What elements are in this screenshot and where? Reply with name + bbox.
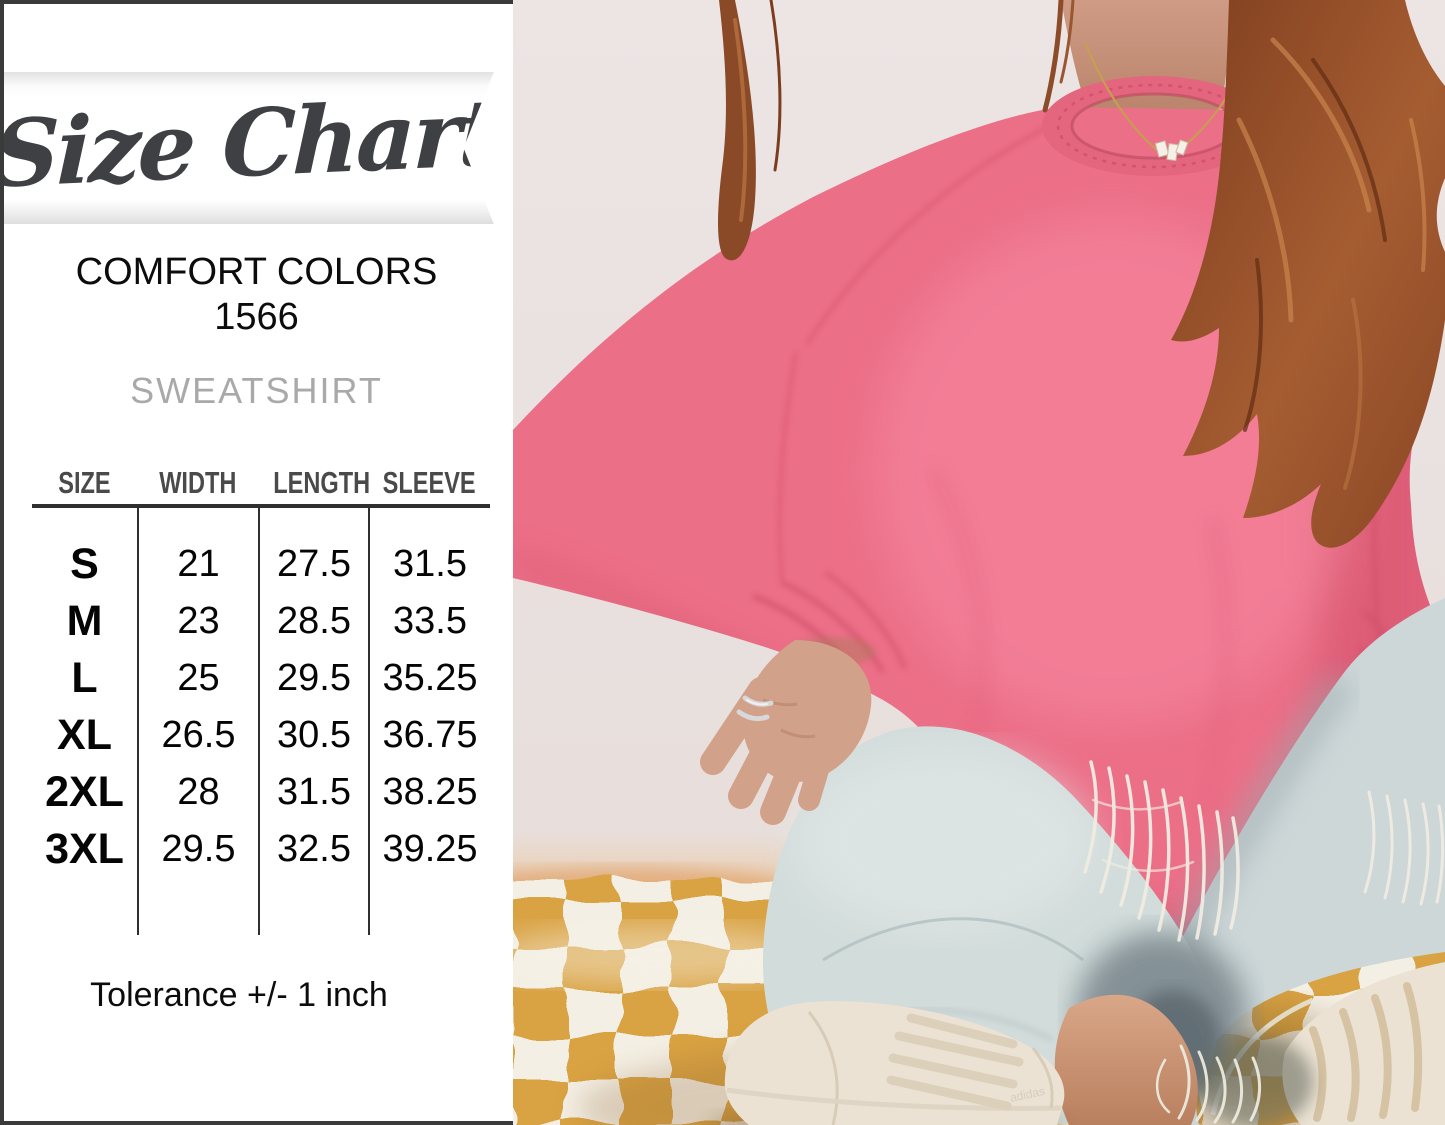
table-cell: 30.5: [258, 707, 368, 764]
table-cell: 23: [137, 593, 258, 650]
title-ribbon: Size Chart: [4, 72, 494, 224]
hem-under-shadow: [1197, 1036, 1313, 1125]
product-type-label: SWEATSHIRT: [130, 370, 383, 411]
brand-style-number: 1566: [214, 296, 299, 338]
table-cell: 2XL: [45, 768, 124, 816]
table-cell: 27.5: [258, 536, 368, 593]
spacer-cell: [368, 878, 490, 935]
denim-fringe-right: [1363, 790, 1445, 906]
brand-block: COMFORT COLORS 1566: [4, 250, 509, 340]
brand-name: COMFORT COLORS: [75, 251, 438, 293]
table-cell: 35.25: [368, 650, 490, 707]
product-photo: adidas: [438, 0, 1445, 1125]
page-title: Size Chart: [0, 78, 500, 209]
table-cell: 31.5: [258, 764, 368, 821]
knee-seam: [822, 917, 1084, 962]
model-ankle: [1054, 994, 1198, 1125]
table-cell: 25: [137, 650, 258, 707]
table-cell: 33.5: [368, 593, 490, 650]
table-cell: L: [71, 654, 98, 702]
spacer-cell: [258, 878, 368, 935]
silver-rings: [736, 695, 774, 722]
table-cell: 28: [137, 764, 258, 821]
size-chart-panel: Size Chart COMFORT COLORS 1566 SWEATSHIR…: [0, 0, 513, 1125]
jeans-far-leg-shadow: [1167, 671, 1356, 955]
knee-highlight: [793, 750, 1093, 930]
table-cell: 32.5: [258, 821, 368, 878]
spacer-cell: [32, 878, 137, 935]
denim-fringe-ankle: [1156, 1044, 1262, 1124]
spacer-cell: [137, 878, 258, 935]
table-cell: 39.25: [368, 821, 490, 878]
table-cell: S: [70, 540, 99, 588]
spacer-cell: [32, 508, 137, 536]
table-cell: M: [66, 597, 103, 645]
column-header-size: SIZE: [58, 465, 111, 500]
tolerance-note: Tolerance +/- 1 inch: [90, 976, 388, 1014]
sweatshirt-collar: [1042, 76, 1266, 176]
table-cell: 36.75: [368, 707, 490, 764]
table-cell: 28.5: [258, 593, 368, 650]
model-hand: [700, 637, 875, 825]
spacer-cell: [258, 508, 368, 536]
denim-fringe-knee: [1083, 760, 1240, 942]
model-hair: [718, 0, 1445, 548]
table-cell: 29.5: [137, 821, 258, 878]
table-cell: 38.25: [368, 764, 490, 821]
size-table-body: S 21 27.5 31.5 M 23 28.5 33.5 L 25 29.5 …: [32, 508, 490, 935]
column-header-length: LENGTH: [273, 465, 371, 500]
table-cell: 31.5: [368, 536, 490, 593]
spacer-cell: [368, 508, 490, 536]
column-header-width: WIDTH: [158, 465, 237, 500]
table-cell: 29.5: [258, 650, 368, 707]
table-cell: 26.5: [137, 707, 258, 764]
necklace-pendant: [1154, 139, 1189, 162]
spacer-cell: [137, 508, 258, 536]
column-header-sleeve: SLEEVE: [382, 465, 476, 500]
table-cell: XL: [57, 711, 112, 759]
size-table: SIZE WIDTH LENGTH SLEEVE S 21 27.5 31.5 …: [32, 462, 490, 935]
table-cell: 3XL: [45, 825, 124, 873]
left-sneaker: adidas: [708, 1001, 1068, 1125]
right-sneaker: [1282, 962, 1445, 1125]
table-cell: 21: [137, 536, 258, 593]
size-table-header: SIZE WIDTH LENGTH SLEEVE: [32, 462, 490, 508]
blanket-highlight: [493, 925, 813, 985]
